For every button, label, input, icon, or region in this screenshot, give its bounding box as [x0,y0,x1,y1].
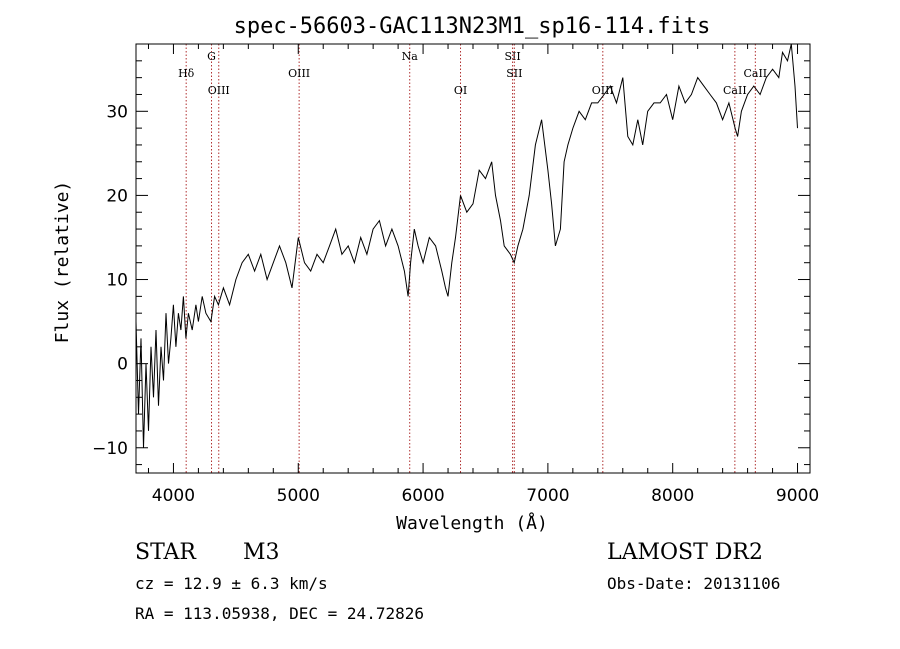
plot-frame [135,43,811,474]
spectral-line-label: OIII [288,67,310,80]
x-tick-label: 4000 [152,486,195,506]
y-axis-label: Flux (relative) [52,181,73,344]
spectral-line-label: SII [506,67,522,80]
spectral-line-markers: Hδ G OIII OIII Na OI SII SII OIII CaII CaII [178,44,767,473]
x-axis: 4000 5000 6000 7000 8000 9000 [147,44,819,506]
y-tick-label: 0 [117,355,128,375]
spectral-line-label: CaII [723,84,747,97]
redshift-velocity: cz = 12.9 ± 6.3 km/s [135,574,328,593]
y-axis: −10 0 10 20 30 [92,60,810,466]
spectral-line-label: Hδ [178,67,195,80]
x-tick-label: 5000 [277,486,320,506]
spectral-line-label: OIII [592,84,614,97]
spectral-line-label: CaII [743,67,767,80]
series-line [135,43,798,448]
object-class: STAR [135,540,197,565]
survey-name: LAMOST DR2 [607,540,763,565]
chart-title: spec-56603-GAC113N23M1_sp16-114.fits [234,14,711,39]
y-tick-label: 20 [106,186,128,206]
x-tick-label: 9000 [776,486,819,506]
spectral-line-label: OI [454,84,467,97]
x-axis-label: Wavelength (Å) [396,512,548,534]
x-tick-label: 7000 [526,486,569,506]
y-tick-label: 30 [106,102,128,122]
spectral-line-label: OIII [208,84,230,97]
x-tick-label: 6000 [401,486,444,506]
coordinates: RA = 113.05938, DEC = 24.72826 [135,604,424,623]
observation-date: Obs-Date: 20131106 [607,574,780,593]
spectral-line-label: SII [504,50,520,63]
x-tick-label: 8000 [651,486,694,506]
object-subclass: M3 [243,540,280,565]
spectral-line-label: Na [402,50,419,63]
spectral-line-label: G [207,50,216,63]
y-tick-label: 10 [106,271,128,291]
y-tick-label: −10 [92,439,128,459]
